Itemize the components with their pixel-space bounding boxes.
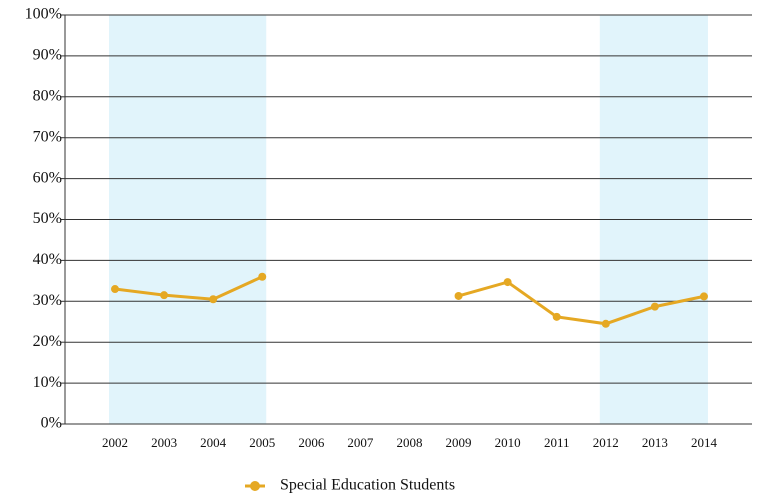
data-point	[552, 312, 561, 321]
series-line	[114, 275, 263, 301]
x-tick-label: 2004	[200, 435, 227, 450]
data-point	[209, 295, 218, 304]
x-tick-label: 2012	[593, 435, 619, 450]
data-point	[258, 272, 267, 281]
y-tick-label: 10%	[33, 374, 62, 391]
data-point	[503, 278, 512, 287]
y-tick-label: 50%	[33, 210, 62, 227]
y-tick-label: 80%	[33, 87, 62, 104]
y-tick-label: 90%	[33, 47, 62, 64]
x-tick-label: 2008	[396, 435, 422, 450]
data-point	[699, 292, 708, 301]
data-point	[111, 285, 119, 294]
series-line	[458, 280, 705, 326]
x-tick-label: 2010	[495, 435, 521, 450]
y-tick-label: 100%	[25, 6, 62, 23]
data-point	[601, 319, 610, 328]
y-tick-label: 70%	[33, 128, 62, 145]
y-tick-label: 40%	[33, 251, 62, 268]
x-tick-label: 2011	[544, 435, 570, 450]
x-tick-label: 2003	[151, 435, 177, 450]
data-point	[650, 302, 659, 311]
legend-marker	[250, 481, 260, 491]
y-tick-label: 30%	[33, 292, 62, 309]
y-tick-label: 60%	[33, 169, 62, 186]
y-tick-label: 20%	[33, 333, 62, 350]
y-tick-label: 0%	[41, 415, 62, 432]
x-tick-label: 2005	[249, 435, 275, 450]
data-point	[454, 291, 463, 300]
x-tick-label: 2002	[102, 435, 128, 450]
data-point	[160, 291, 169, 300]
x-tick-label: 2006	[298, 435, 325, 450]
legend-label: Special Education Students	[280, 477, 455, 494]
x-tick-label: 2014	[691, 435, 718, 450]
x-tick-label: 2009	[446, 435, 472, 450]
x-tick-label: 2007	[347, 435, 374, 450]
x-tick-label: 2013	[642, 435, 668, 450]
